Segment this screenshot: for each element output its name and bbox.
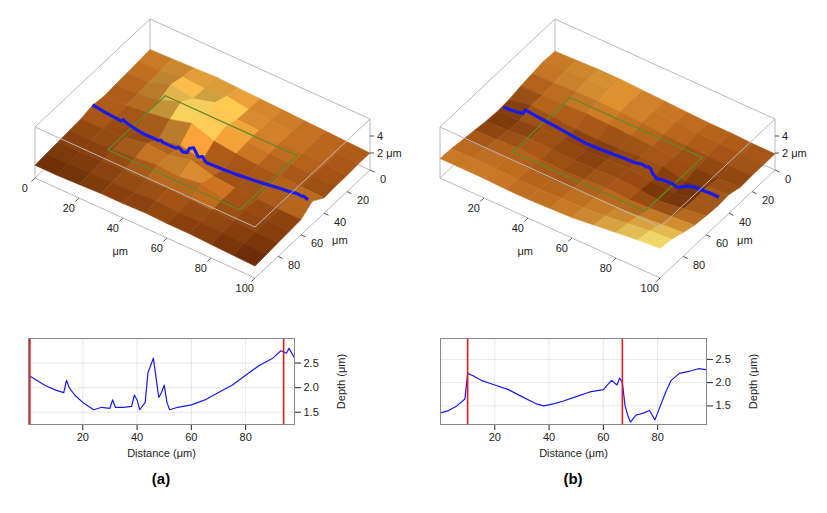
svg-text:60: 60 xyxy=(556,242,568,254)
svg-text:80: 80 xyxy=(600,262,612,274)
svg-text:20: 20 xyxy=(77,431,89,443)
svg-text:2.5: 2.5 xyxy=(304,357,319,369)
svg-text:4: 4 xyxy=(377,130,383,142)
svg-text:20: 20 xyxy=(489,431,501,443)
svg-text:0: 0 xyxy=(22,182,28,194)
svg-text:80: 80 xyxy=(195,262,207,274)
svg-text:20: 20 xyxy=(468,202,480,214)
svg-text:40: 40 xyxy=(107,222,119,234)
svg-text:40: 40 xyxy=(131,431,143,443)
svg-text:60: 60 xyxy=(185,431,197,443)
svg-text:2.0: 2.0 xyxy=(304,381,319,393)
html-text:(b): (b) xyxy=(563,470,583,487)
svg-text:40: 40 xyxy=(334,216,346,228)
svg-text:80: 80 xyxy=(693,259,705,271)
svg-text:0: 0 xyxy=(785,173,791,185)
svg-text:2.0: 2.0 xyxy=(716,376,731,388)
svg-text:60: 60 xyxy=(597,431,609,443)
svg-text:0: 0 xyxy=(380,173,386,185)
svg-text:1.5: 1.5 xyxy=(716,399,731,411)
html-text:(a): (a) xyxy=(151,470,171,487)
svg-text:20: 20 xyxy=(762,194,774,206)
svg-text:4: 4 xyxy=(782,130,788,142)
svg-text:20: 20 xyxy=(63,202,75,214)
svg-text:80: 80 xyxy=(288,259,300,271)
svg-text:40: 40 xyxy=(512,222,524,234)
svg-text:80: 80 xyxy=(652,431,664,443)
svg-text:1.5: 1.5 xyxy=(304,406,319,418)
svg-text:60: 60 xyxy=(151,242,163,254)
svg-text:2 μm: 2 μm xyxy=(782,147,807,159)
svg-text:Depth (μm): Depth (μm) xyxy=(335,354,347,409)
svg-text:μm: μm xyxy=(112,245,128,257)
svg-text:100: 100 xyxy=(236,282,254,294)
svg-text:40: 40 xyxy=(543,431,555,443)
svg-text:100: 100 xyxy=(641,282,659,294)
svg-text:60: 60 xyxy=(716,237,728,249)
svg-text:Distance (μm): Distance (μm) xyxy=(539,447,608,459)
svg-text:20: 20 xyxy=(357,194,369,206)
svg-text:μm: μm xyxy=(737,234,753,246)
svg-text:40: 40 xyxy=(739,216,751,228)
svg-text:μm: μm xyxy=(517,245,533,257)
svg-text:60: 60 xyxy=(311,237,323,249)
svg-text:Depth (μm): Depth (μm) xyxy=(747,354,759,409)
svg-text:Distance (μm): Distance (μm) xyxy=(127,447,196,459)
svg-text:2.5: 2.5 xyxy=(716,353,731,365)
svg-text:μm: μm xyxy=(332,234,348,246)
svg-text:2 μm: 2 μm xyxy=(377,147,402,159)
svg-text:80: 80 xyxy=(240,431,252,443)
